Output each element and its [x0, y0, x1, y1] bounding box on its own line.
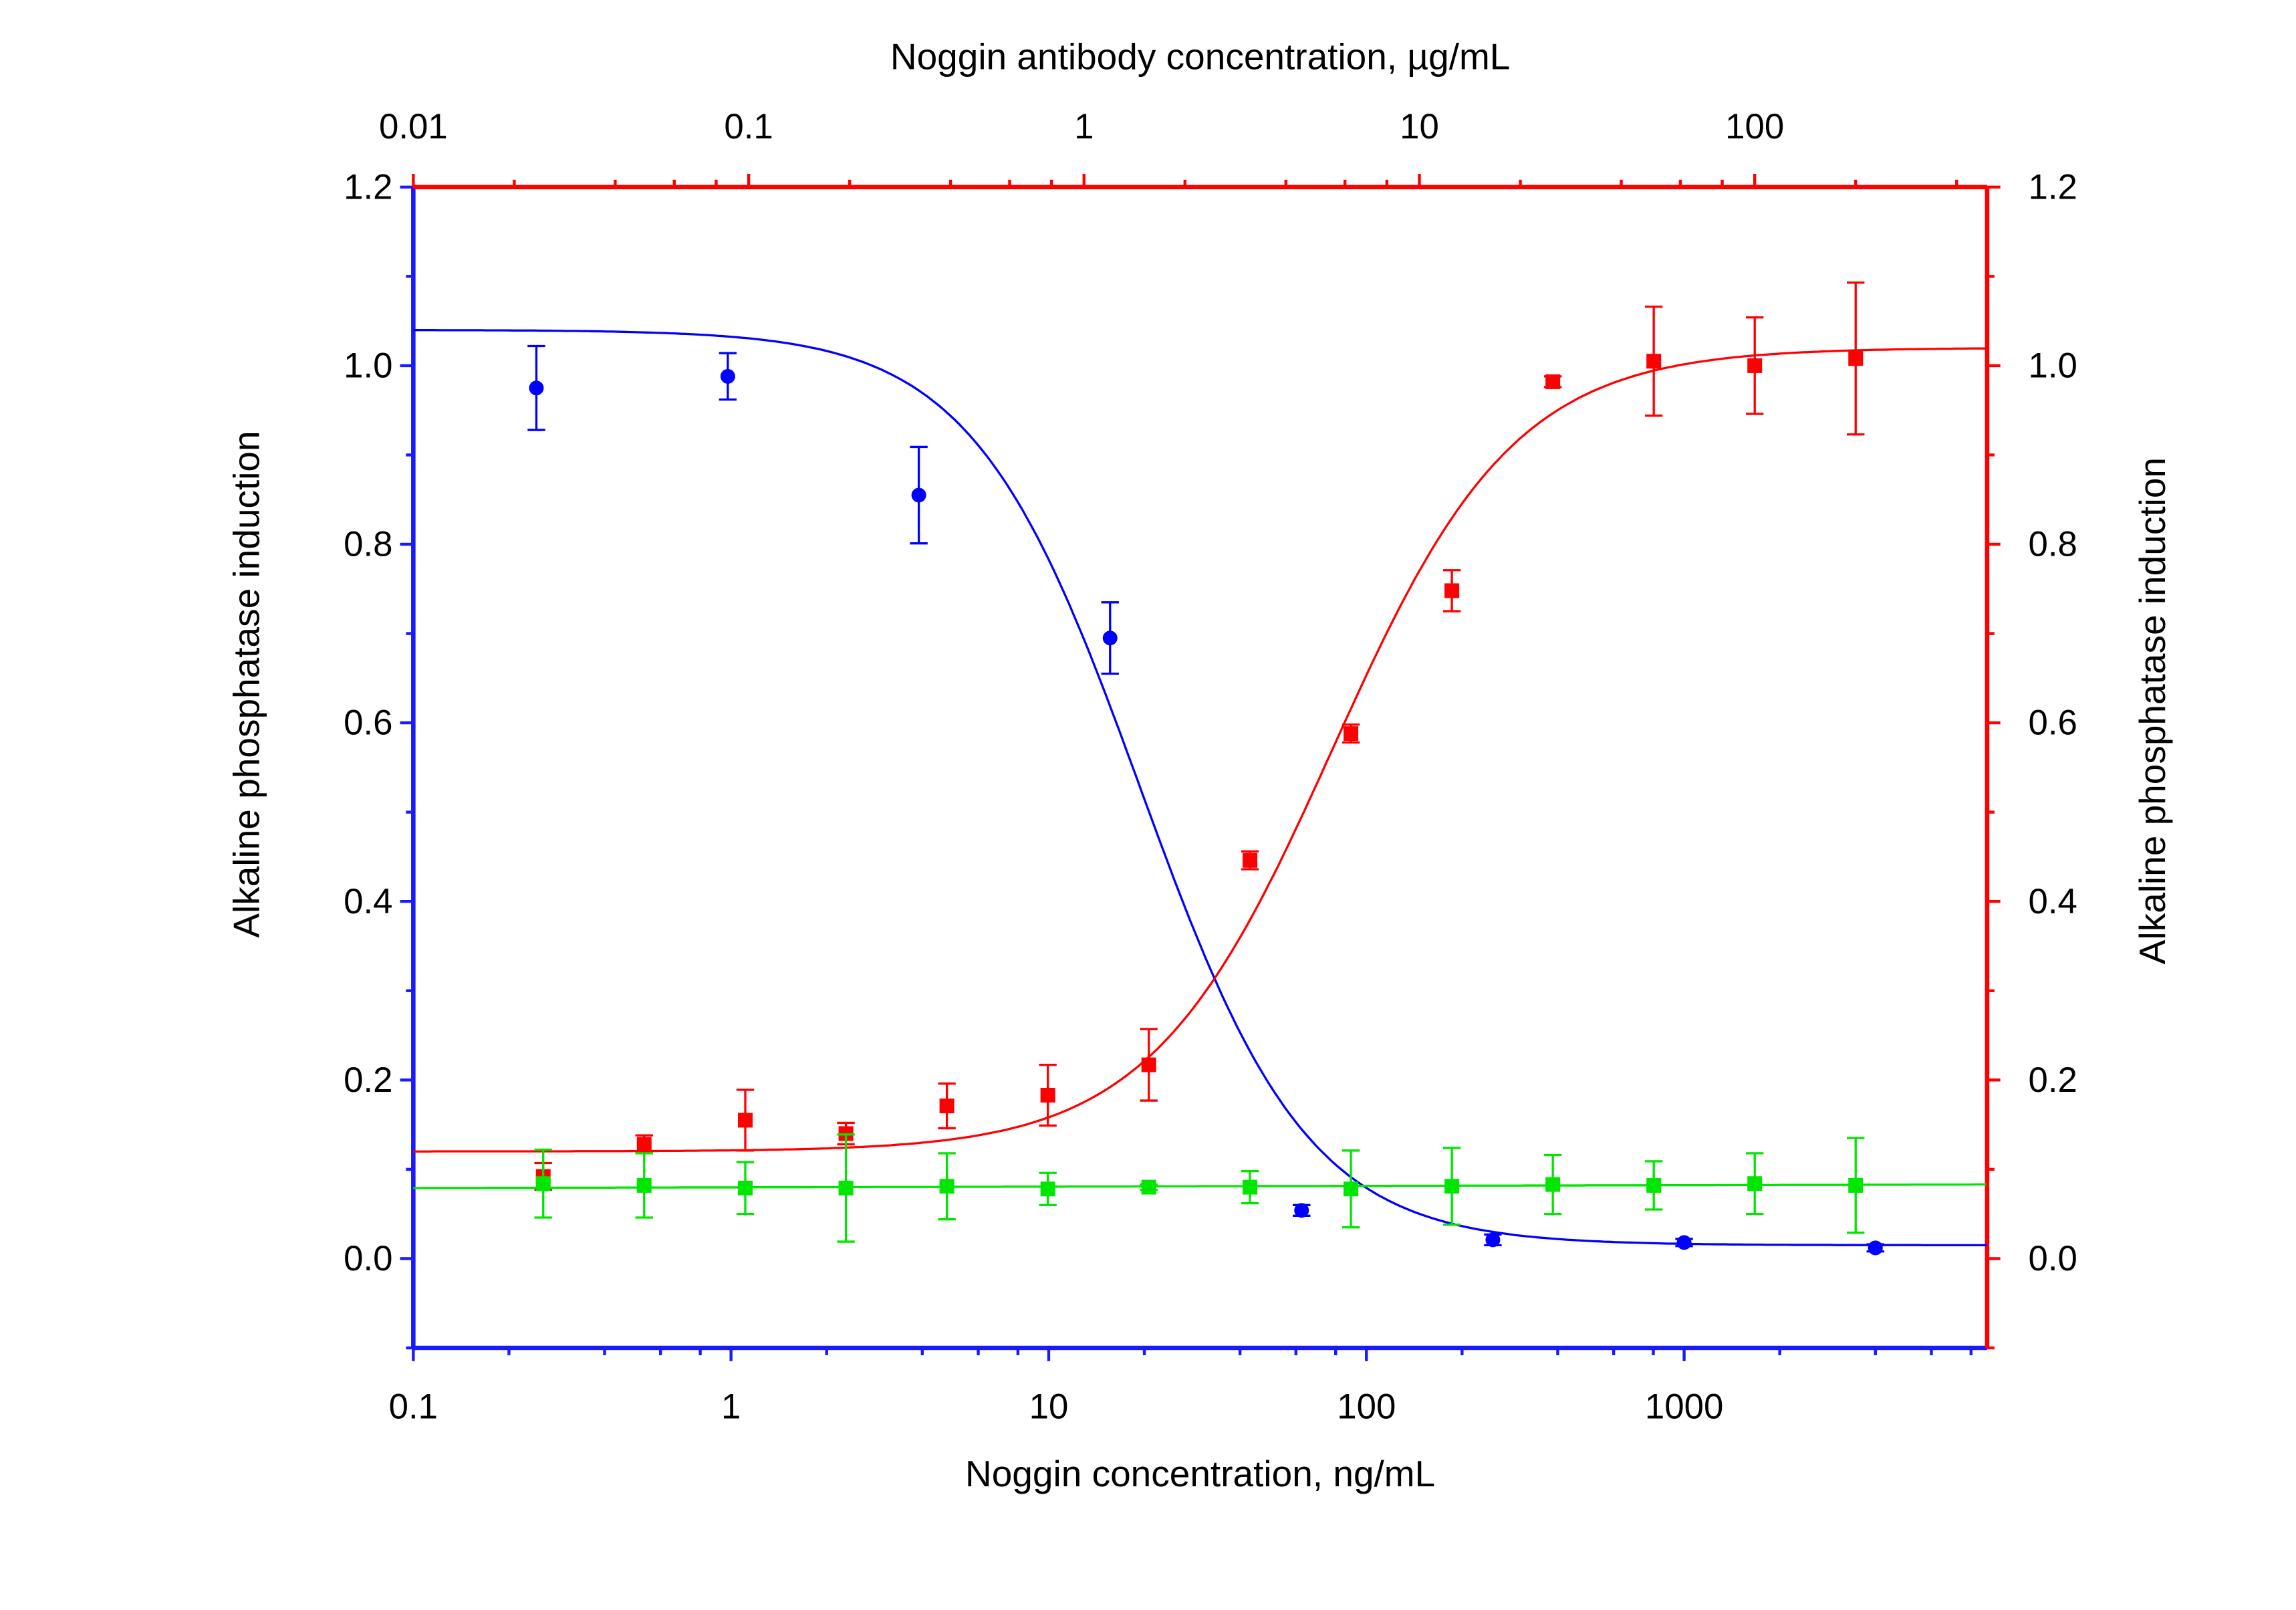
- x-bottom-tick-label: 1: [721, 1387, 741, 1427]
- fit-curve-0: [413, 329, 1988, 1247]
- data-point: [1344, 726, 1359, 741]
- x-top-tick-label: 0.1: [724, 107, 773, 146]
- y-left-tick-label: 0.4: [344, 882, 392, 921]
- x-bottom-tick-label: 1000: [1645, 1387, 1723, 1427]
- data-point: [1444, 583, 1460, 598]
- data-point: [529, 380, 544, 396]
- data-point: [939, 1099, 954, 1114]
- y-right-tick-label: 0.6: [2029, 703, 2077, 743]
- data-point: [1040, 1088, 1055, 1103]
- data-point: [636, 1137, 652, 1152]
- data-point: [1545, 374, 1561, 389]
- data-point: [1102, 630, 1118, 646]
- data-point: [737, 1113, 753, 1128]
- data-point: [1243, 1179, 1258, 1195]
- data-point: [1040, 1181, 1055, 1197]
- data-point: [737, 1180, 753, 1195]
- data-point: [1243, 852, 1258, 868]
- data-point: [1848, 1177, 1864, 1193]
- data-point: [720, 368, 735, 384]
- data-point: [1848, 351, 1864, 366]
- y-left-tick-label: 0.2: [344, 1060, 392, 1100]
- y-right-tick-label: 0.2: [2029, 1060, 2077, 1100]
- data-point: [1485, 1232, 1501, 1248]
- y-right-tick-label: 1.2: [2029, 167, 2077, 207]
- x-bottom-tick-label: 10: [1029, 1387, 1069, 1427]
- data-point: [1545, 1177, 1561, 1192]
- data-point: [1141, 1057, 1156, 1072]
- data-point: [1141, 1179, 1156, 1195]
- y-left-tick-label: 1.0: [344, 346, 392, 385]
- data-point: [939, 1179, 954, 1194]
- data-point: [535, 1176, 551, 1191]
- data-point: [1344, 1181, 1359, 1197]
- y-right-tick-label: 1.0: [2029, 346, 2077, 385]
- y-left-tick-label: 0.6: [344, 703, 392, 743]
- fit-curve-1: [413, 347, 1987, 1153]
- data-point: [1676, 1235, 1692, 1250]
- x-top-tick-label: 10: [1400, 107, 1439, 146]
- y-left-tick-label: 0.8: [344, 525, 392, 564]
- x-top-tick-label: 100: [1725, 107, 1784, 146]
- y-left-tick-label: 0.0: [344, 1239, 392, 1278]
- x-top-tick-label: 1: [1074, 107, 1094, 146]
- y-left-tick-label: 1.2: [344, 167, 392, 207]
- y-right-tick-label: 0.8: [2029, 525, 2077, 564]
- y-left-axis-label: Alkaline phosphatase induction: [225, 431, 267, 937]
- y-right-axis-label: Alkaline phosphatase induction: [2132, 457, 2173, 964]
- x-bottom-axis-label: Noggin concentration, ng/mL: [965, 1453, 1435, 1494]
- data-point: [1294, 1203, 1309, 1218]
- x-top-axis-label: Noggin antibody concentration, µg/mL: [890, 36, 1511, 78]
- y-right-tick-label: 0.0: [2029, 1239, 2077, 1278]
- data-point: [1646, 1177, 1662, 1193]
- x-bottom-tick-label: 100: [1337, 1387, 1396, 1427]
- data-point: [838, 1180, 854, 1195]
- x-bottom-tick-label: 0.1: [389, 1387, 438, 1427]
- y-right-tick-label: 0.4: [2029, 882, 2077, 921]
- x-top-tick-label: 0.01: [379, 107, 448, 146]
- data-point: [1747, 1176, 1763, 1191]
- data-point: [1868, 1240, 1883, 1256]
- data-point: [636, 1177, 652, 1193]
- data-point: [1747, 358, 1763, 373]
- data-point: [1646, 354, 1662, 369]
- data-point: [1444, 1179, 1460, 1194]
- fit-curve-2: [413, 1183, 1987, 1189]
- data-point: [911, 487, 926, 503]
